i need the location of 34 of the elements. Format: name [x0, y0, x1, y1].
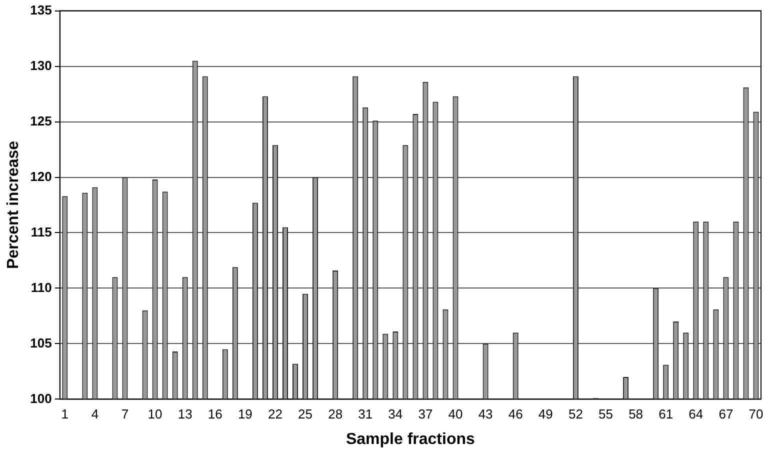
x-tick-label: 43 — [478, 406, 493, 422]
y-tick-label: 100 — [30, 390, 52, 406]
y-tick-label: 110 — [30, 280, 52, 295]
x-tick-label: 37 — [418, 406, 433, 422]
x-tick-label: 25 — [298, 406, 313, 422]
x-tick-label: 49 — [538, 406, 553, 422]
x-tick-label: 31 — [358, 406, 373, 422]
x-tick-label: 52 — [568, 406, 583, 422]
x-tick-label: 67 — [718, 406, 734, 422]
x-tick-label: 70 — [748, 406, 764, 422]
x-tick-label: 10 — [148, 406, 162, 422]
x-tick-label: 46 — [508, 406, 523, 422]
x-tick-label: 13 — [178, 406, 192, 422]
x-tick-label: 58 — [628, 406, 644, 422]
x-tick-label: 34 — [388, 406, 403, 422]
x-tick-label: 28 — [328, 406, 343, 422]
y-tick-label: 105 — [30, 335, 52, 350]
y-tick-label: 125 — [30, 113, 52, 128]
x-tick-label: 61 — [658, 406, 674, 422]
y-axis-title: Percent increase — [5, 140, 22, 270]
y-tick-label: 115 — [30, 224, 52, 240]
y-tick-label: 120 — [30, 168, 52, 184]
x-tick-label: 1 — [61, 406, 69, 422]
x-tick-label: 19 — [238, 406, 252, 422]
x-tick-label: 16 — [208, 406, 222, 422]
x-axis-title: Sample fractions — [346, 430, 476, 448]
y-tick-label: 135 — [30, 2, 52, 18]
x-tick-label: 4 — [91, 406, 99, 422]
x-tick-label: 40 — [448, 406, 463, 422]
x-tick-label: 64 — [688, 406, 704, 422]
x-tick-label: 55 — [598, 406, 613, 422]
y-tick-label: 130 — [30, 58, 52, 73]
x-tick-label: 7 — [121, 406, 129, 422]
x-tick-label: 22 — [268, 406, 282, 422]
